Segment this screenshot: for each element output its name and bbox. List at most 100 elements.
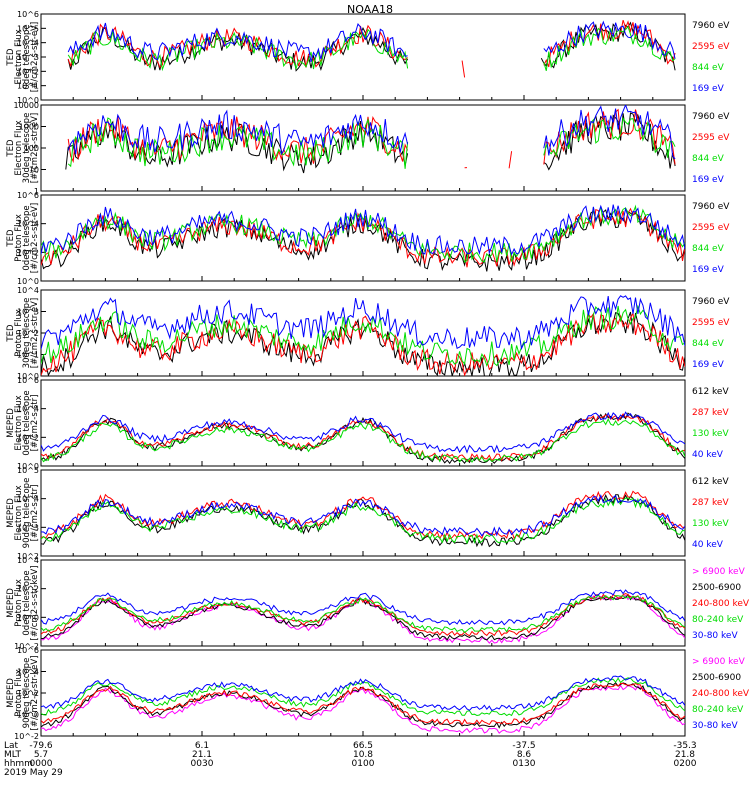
- y-axis-label-line: TED: [6, 229, 16, 248]
- y-tick-label: 10^6: [17, 646, 39, 655]
- legend-entry: 844 eV: [692, 154, 725, 164]
- panel-frame: [40, 469, 686, 557]
- series-line-black: [67, 21, 676, 72]
- y-axis-label-line: TED: [6, 139, 16, 158]
- y-axis-label-line: [#/cm2-s-str-eV]: [30, 22, 40, 92]
- x-tick-hhmm: 0100: [352, 759, 375, 769]
- y-axis-label-line: [#/cm2-s-str-eV]: [30, 113, 40, 183]
- y-axis-label-line: TED: [6, 48, 16, 67]
- y-axis-label-line: TED: [6, 324, 16, 343]
- legend-entry: 80-240 keV: [692, 705, 744, 715]
- legend-entry: 612 keV: [692, 387, 729, 397]
- series-line-magenta: [41, 684, 685, 734]
- y-axis-label-line: 0deg telescope: [22, 205, 32, 270]
- y-tick-label: 10^4: [17, 39, 39, 48]
- panel-1: 10^0 10^1 10^2 10^3 10^4 10^5 10^6 TEDElectron …: [6, 10, 730, 105]
- y-tick-label: 10^0: [17, 277, 39, 286]
- y-axis-label-line: MEPED: [6, 408, 16, 438]
- y-tick-label: 10^0: [17, 711, 39, 720]
- y-tick-label: 10^6: [17, 10, 39, 19]
- y-axis-label-line: [#/cm2-s-str-eV]: [30, 203, 40, 273]
- y-tick-label: 10^4: [17, 495, 39, 504]
- y-axis-label-line: Proton Flux: [14, 309, 24, 357]
- legend-entry: 30-80 keV: [692, 631, 738, 641]
- legend-entry: 844 eV: [692, 244, 725, 254]
- y-tick-label: 10000: [14, 101, 39, 110]
- y-axis-label-line: 30deg telescope: [22, 298, 32, 369]
- legend-entry: 40 keV: [692, 450, 724, 460]
- x-row-label: MLT: [4, 750, 22, 760]
- legend-entry: 169 eV: [692, 265, 725, 275]
- legend-entry: 130 keV: [692, 429, 729, 439]
- legend-entry: 2595 eV: [692, 42, 730, 52]
- legend-entry: 844 eV: [692, 339, 725, 349]
- chart-title: NOAA18: [347, 3, 393, 16]
- y-axis-label-line: [#/cm2-s-str-eV]: [30, 298, 40, 368]
- y-tick-label: 10^1: [17, 82, 39, 91]
- legend-entry: 7960 eV: [692, 297, 730, 307]
- y-tick-label: 10^1: [17, 351, 39, 360]
- legend-entry: 169 eV: [692, 360, 725, 370]
- y-axis-label-line: Electron Flux: [14, 485, 24, 540]
- legend-entry: 7960 eV: [692, 202, 730, 212]
- y-tick-label: 1000: [19, 123, 39, 132]
- x-tick-lat: 66.5: [353, 741, 373, 751]
- x-tick-lat: -37.5: [512, 741, 535, 751]
- x-row-label: Lat: [4, 741, 19, 751]
- panel-frame: [40, 559, 686, 647]
- x-tick-mlt: 10.8: [353, 750, 373, 760]
- x-tick-mlt: 21.8: [675, 750, 695, 760]
- series-line-green: [41, 677, 685, 717]
- series-line-black: [65, 112, 676, 174]
- x-tick-lat: -35.3: [673, 741, 696, 751]
- x-tick-hhmm: 0200: [674, 759, 697, 769]
- series-line-green: [41, 497, 685, 545]
- y-tick-label: 10^5: [17, 24, 39, 33]
- series-line-green: [67, 116, 676, 169]
- series-line-blue: [67, 20, 676, 63]
- y-tick-label: 1: [34, 187, 39, 196]
- y-tick-label: 10^4: [17, 286, 39, 295]
- y-axis-label-line: 90deg telescope: [22, 478, 32, 549]
- y-tick-label: 10^6: [17, 191, 39, 200]
- legend-entry: 287 keV: [692, 408, 729, 418]
- series-line-blue: [41, 675, 685, 711]
- legend-entry: > 6900 keV: [692, 567, 746, 577]
- y-axis-label-line: Proton Flux: [14, 669, 24, 717]
- y-tick-label: 10^-2: [14, 642, 39, 651]
- x-tick-hhmm: 0030: [191, 759, 214, 769]
- legend-entry: 40 keV: [692, 540, 724, 550]
- y-axis-label-line: 0deg telescope: [22, 390, 32, 455]
- legend-entry: 130 keV: [692, 519, 729, 529]
- y-tick-label: 10^3: [17, 308, 39, 317]
- y-axis-label-line: MEPED: [6, 678, 16, 708]
- y-tick-label: 10^2: [17, 689, 39, 698]
- legend-entry: 240-800 keV: [692, 599, 750, 609]
- y-tick-label: 10^2: [17, 248, 39, 257]
- series-line-blue: [41, 204, 685, 256]
- legend-entry: 844 eV: [692, 63, 725, 73]
- legend-entry: 2595 eV: [692, 318, 730, 328]
- series-line-blue: [41, 589, 685, 626]
- x-tick-lat: -79.6: [29, 741, 53, 751]
- series-line-red: [41, 207, 685, 268]
- y-tick-label: 10^2: [17, 552, 39, 561]
- x-tick-hhmm: 0130: [513, 759, 536, 769]
- y-tick-label: 10^2: [17, 585, 39, 594]
- y-axis-label-line: Electron Flux: [14, 120, 24, 175]
- y-axis-label-line: MEPED: [6, 588, 16, 618]
- series-line-red: [41, 593, 685, 637]
- x-tick-mlt: 8.6: [517, 750, 532, 760]
- series-line-red: [41, 682, 685, 726]
- legend-entry: 612 keV: [692, 477, 729, 487]
- series-line-blue: [41, 411, 685, 454]
- series-line-red: [67, 108, 676, 169]
- legend-entry: 2500-6900: [692, 673, 741, 683]
- legend-entry: 2595 eV: [692, 223, 730, 233]
- y-tick-label: 10^0: [17, 462, 39, 471]
